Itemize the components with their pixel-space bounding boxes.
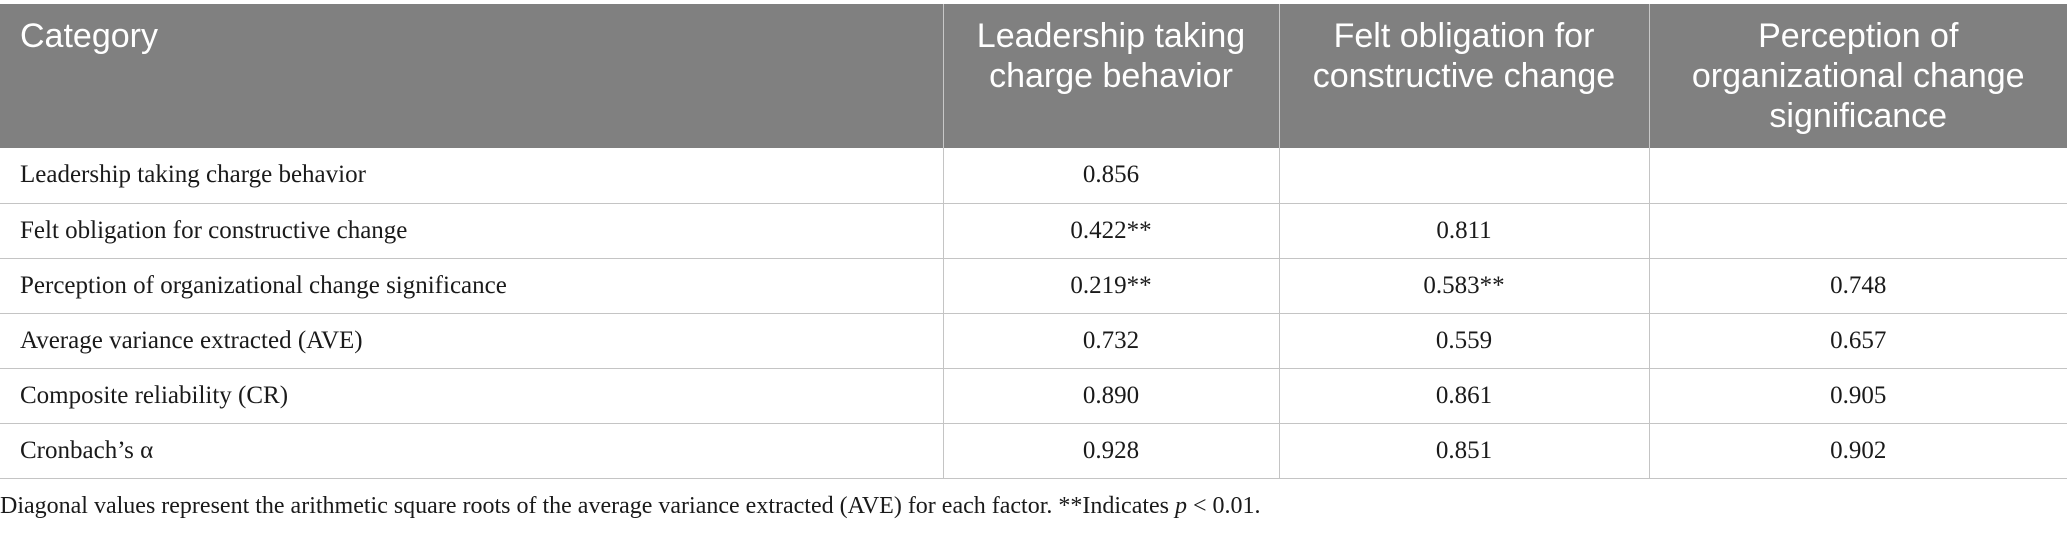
table-cell: 0.583**	[1279, 258, 1650, 314]
header-leadership-taking-charge: Leadership taking charge behavior	[943, 4, 1280, 148]
table-cell: 0.732	[943, 313, 1280, 369]
table-cell: 0.905	[1649, 368, 2067, 424]
table-cell: 0.422**	[943, 203, 1280, 259]
table-cell: 0.559	[1279, 313, 1650, 369]
table-cell: 0.890	[943, 368, 1280, 424]
table-header-row: Category Leadership taking charge behavi…	[0, 4, 2067, 148]
table-cell: 0.928	[943, 423, 1280, 479]
table-row: Cronbach’s α 0.928 0.851 0.902	[0, 423, 2067, 479]
footnote-p-symbol: p	[1175, 493, 1188, 519]
table-cell: 0.657	[1649, 313, 2067, 369]
row-label: Felt obligation for constructive change	[0, 203, 944, 259]
correlation-table: Category Leadership taking charge behavi…	[0, 4, 2067, 479]
table-cell: 0.861	[1279, 368, 1650, 424]
table-cell: 0.219**	[943, 258, 1280, 314]
footnote-threshold: < 0.01.	[1187, 493, 1261, 519]
table-cell: 0.811	[1279, 203, 1650, 259]
table-cell	[1279, 148, 1650, 204]
table-footnote: Diagonal values represent the arithmetic…	[0, 493, 1261, 520]
row-label: Cronbach’s α	[0, 423, 944, 479]
correlation-table-container: Category Leadership taking charge behavi…	[0, 4, 2067, 479]
table-row: Felt obligation for constructive change …	[0, 203, 2067, 259]
table-cell: 0.748	[1649, 258, 2067, 314]
header-category: Category	[0, 4, 944, 148]
row-label: Leadership taking charge behavior	[0, 148, 944, 204]
row-label: Average variance extracted (AVE)	[0, 313, 944, 369]
row-label: Composite reliability (CR)	[0, 368, 944, 424]
header-felt-obligation: Felt obligation for constructive change	[1279, 4, 1650, 148]
footnote-text: Diagonal values represent the arithmetic…	[0, 493, 1176, 519]
table-cell	[1649, 148, 2067, 204]
table-row: Average variance extracted (AVE) 0.732 0…	[0, 313, 2067, 369]
table-row: Leadership taking charge behavior 0.856	[0, 148, 2067, 204]
table-row: Perception of organizational change sign…	[0, 258, 2067, 314]
row-label: Perception of organizational change sign…	[0, 258, 944, 314]
table-cell: 0.902	[1649, 423, 2067, 479]
table-row: Composite reliability (CR) 0.890 0.861 0…	[0, 368, 2067, 424]
header-perception-significance: Perception of organizational change sign…	[1649, 4, 2067, 148]
table-cell: 0.856	[943, 148, 1280, 204]
table-cell: 0.851	[1279, 423, 1650, 479]
table-cell	[1649, 203, 2067, 259]
